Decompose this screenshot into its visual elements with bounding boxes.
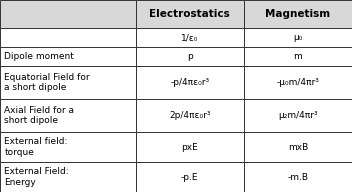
Bar: [244, 47, 352, 66]
Text: -m.B: -m.B: [288, 173, 308, 181]
Text: pxE: pxE: [181, 143, 198, 151]
Bar: [0, 0, 136, 28]
Text: Dipole moment: Dipole moment: [4, 52, 74, 61]
Bar: [136, 99, 244, 132]
Text: -p.E: -p.E: [181, 173, 199, 181]
Bar: [244, 132, 352, 162]
Bar: [244, 28, 352, 47]
Bar: [0, 162, 136, 192]
Text: -μ₀m/4πr³: -μ₀m/4πr³: [277, 78, 319, 87]
Text: External field:
torque: External field: torque: [4, 137, 68, 157]
Bar: [244, 99, 352, 132]
Bar: [0, 47, 136, 66]
Bar: [244, 66, 352, 99]
Text: p: p: [187, 52, 193, 61]
Text: Electrostatics: Electrostatics: [149, 9, 230, 19]
Bar: [136, 66, 244, 99]
Bar: [0, 28, 136, 47]
Bar: [136, 28, 244, 47]
Bar: [244, 0, 352, 28]
Bar: [136, 47, 244, 66]
Text: m: m: [294, 52, 302, 61]
Bar: [0, 132, 136, 162]
Bar: [136, 0, 244, 28]
Text: mxB: mxB: [288, 143, 308, 151]
Text: 2p/4πε₀r³: 2p/4πε₀r³: [169, 111, 210, 120]
Text: Equatorial Field for
a short dipole: Equatorial Field for a short dipole: [4, 73, 90, 92]
Text: μ₂m/4πr³: μ₂m/4πr³: [278, 111, 318, 120]
Bar: [136, 162, 244, 192]
Text: Magnetism: Magnetism: [265, 9, 331, 19]
Bar: [0, 99, 136, 132]
Bar: [0, 66, 136, 99]
Bar: [244, 162, 352, 192]
Bar: [136, 132, 244, 162]
Text: External Field:
Energy: External Field: Energy: [4, 167, 69, 187]
Text: Axial Field for a
short dipole: Axial Field for a short dipole: [4, 106, 74, 125]
Text: μ₀: μ₀: [293, 33, 303, 42]
Text: 1/ε₀: 1/ε₀: [181, 33, 199, 42]
Text: -p/4πε₀r³: -p/4πε₀r³: [170, 78, 209, 87]
